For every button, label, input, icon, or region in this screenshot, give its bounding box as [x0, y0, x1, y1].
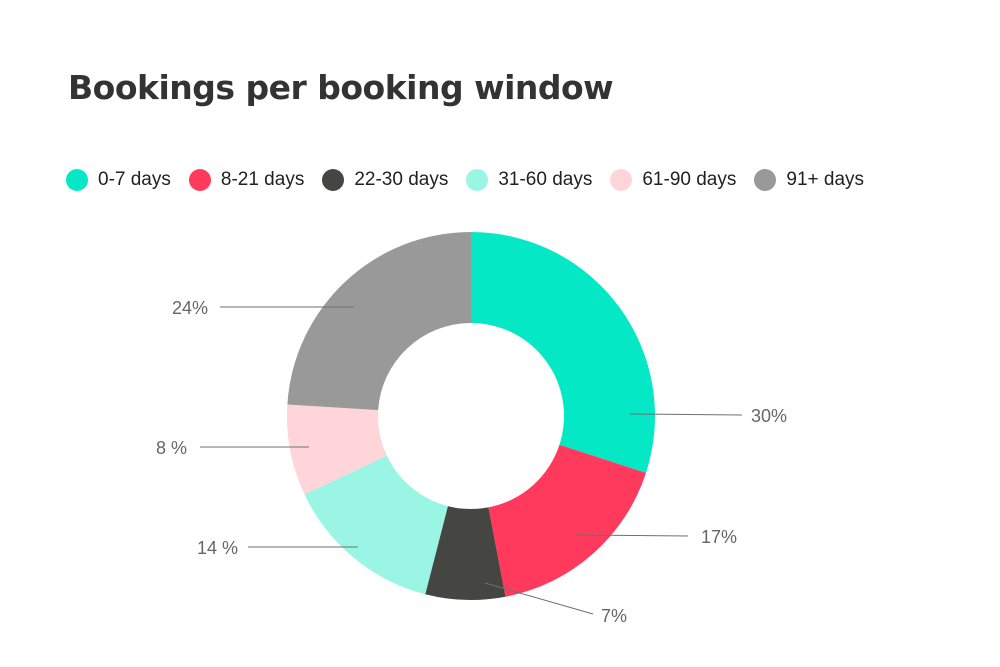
donut-slice	[471, 232, 656, 473]
donut-slice	[304, 455, 448, 595]
data-label: 14 %	[197, 538, 238, 558]
legend-label: 8-21 days	[220, 169, 305, 190]
legend-swatch	[66, 169, 88, 191]
legend-item: 31-60 days	[466, 169, 592, 191]
donut-slice	[488, 444, 646, 597]
leader-line	[574, 534, 689, 537]
chart-title: Bookings per booking window	[68, 68, 614, 107]
legend-label: 0-7 days	[98, 169, 171, 190]
donut-slice	[287, 232, 471, 411]
legend-item: 22-30 days	[322, 169, 448, 191]
data-label: 8 %	[156, 438, 187, 458]
legend-swatch	[322, 169, 345, 191]
legend-swatch	[188, 169, 211, 191]
donut-slice	[425, 506, 506, 600]
donut-slice	[287, 404, 387, 495]
legend-label: 91+ days	[786, 169, 865, 190]
legend-label: 31-60 days	[498, 169, 593, 190]
data-label: 24%	[172, 298, 208, 318]
legend-swatch	[754, 169, 777, 191]
legend-label: 61-90 days	[642, 169, 737, 190]
legend-item: 8-21 days	[188, 169, 305, 191]
leader-line	[484, 582, 594, 615]
data-label: 17%	[701, 527, 737, 547]
data-label: 30%	[751, 406, 787, 426]
legend-item: 61-90 days	[610, 169, 736, 191]
leader-line	[629, 413, 743, 416]
data-label: 7%	[601, 606, 627, 626]
legend-item: 0-7 days	[66, 169, 171, 191]
legend-item: 91+ days	[754, 169, 864, 191]
chart-legend: 0-7 days 8-21 days 22-30 days 31-60 days 61-…	[66, 166, 882, 194]
legend-label: 22-30 days	[354, 169, 449, 190]
legend-swatch	[610, 169, 633, 191]
legend-swatch	[466, 169, 489, 191]
